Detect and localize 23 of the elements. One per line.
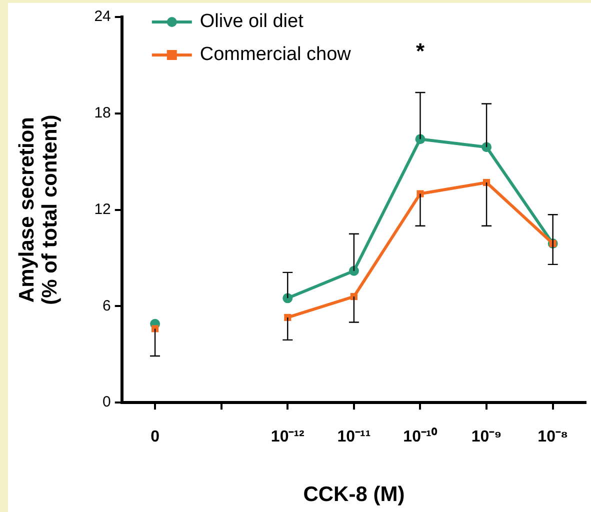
point [483,178,490,186]
point [348,266,359,276]
point [350,293,358,300]
y-tick-label: 6 [102,297,111,314]
legend-label: Olive oil diet [200,11,304,32]
y-axis-title: Amylase secretion (% of total content) [15,114,62,305]
point [482,142,492,152]
y-tick-label: 0 [102,394,111,411]
point [282,293,293,304]
point [284,314,292,321]
legend-label: Commercial chow [200,44,352,66]
x-tick-label: 0 [150,428,160,446]
x-axis-title: CCK-8 (M) [303,483,405,506]
x-tick-label: 10⁻⁹ [471,428,502,446]
x-tick-label: 10⁻⁸ [538,428,568,446]
x-tick-label: 10⁻¹⁰ [403,428,438,446]
y-tick-label: 24 [94,8,111,26]
x-tick-label: 10⁻¹² [270,428,304,446]
y-tick-label: 12 [94,200,111,218]
y-tick-label: 18 [94,104,111,122]
annotation: * [416,38,425,64]
point [152,325,159,332]
x-tick-label: 10⁻¹¹ [337,428,371,446]
